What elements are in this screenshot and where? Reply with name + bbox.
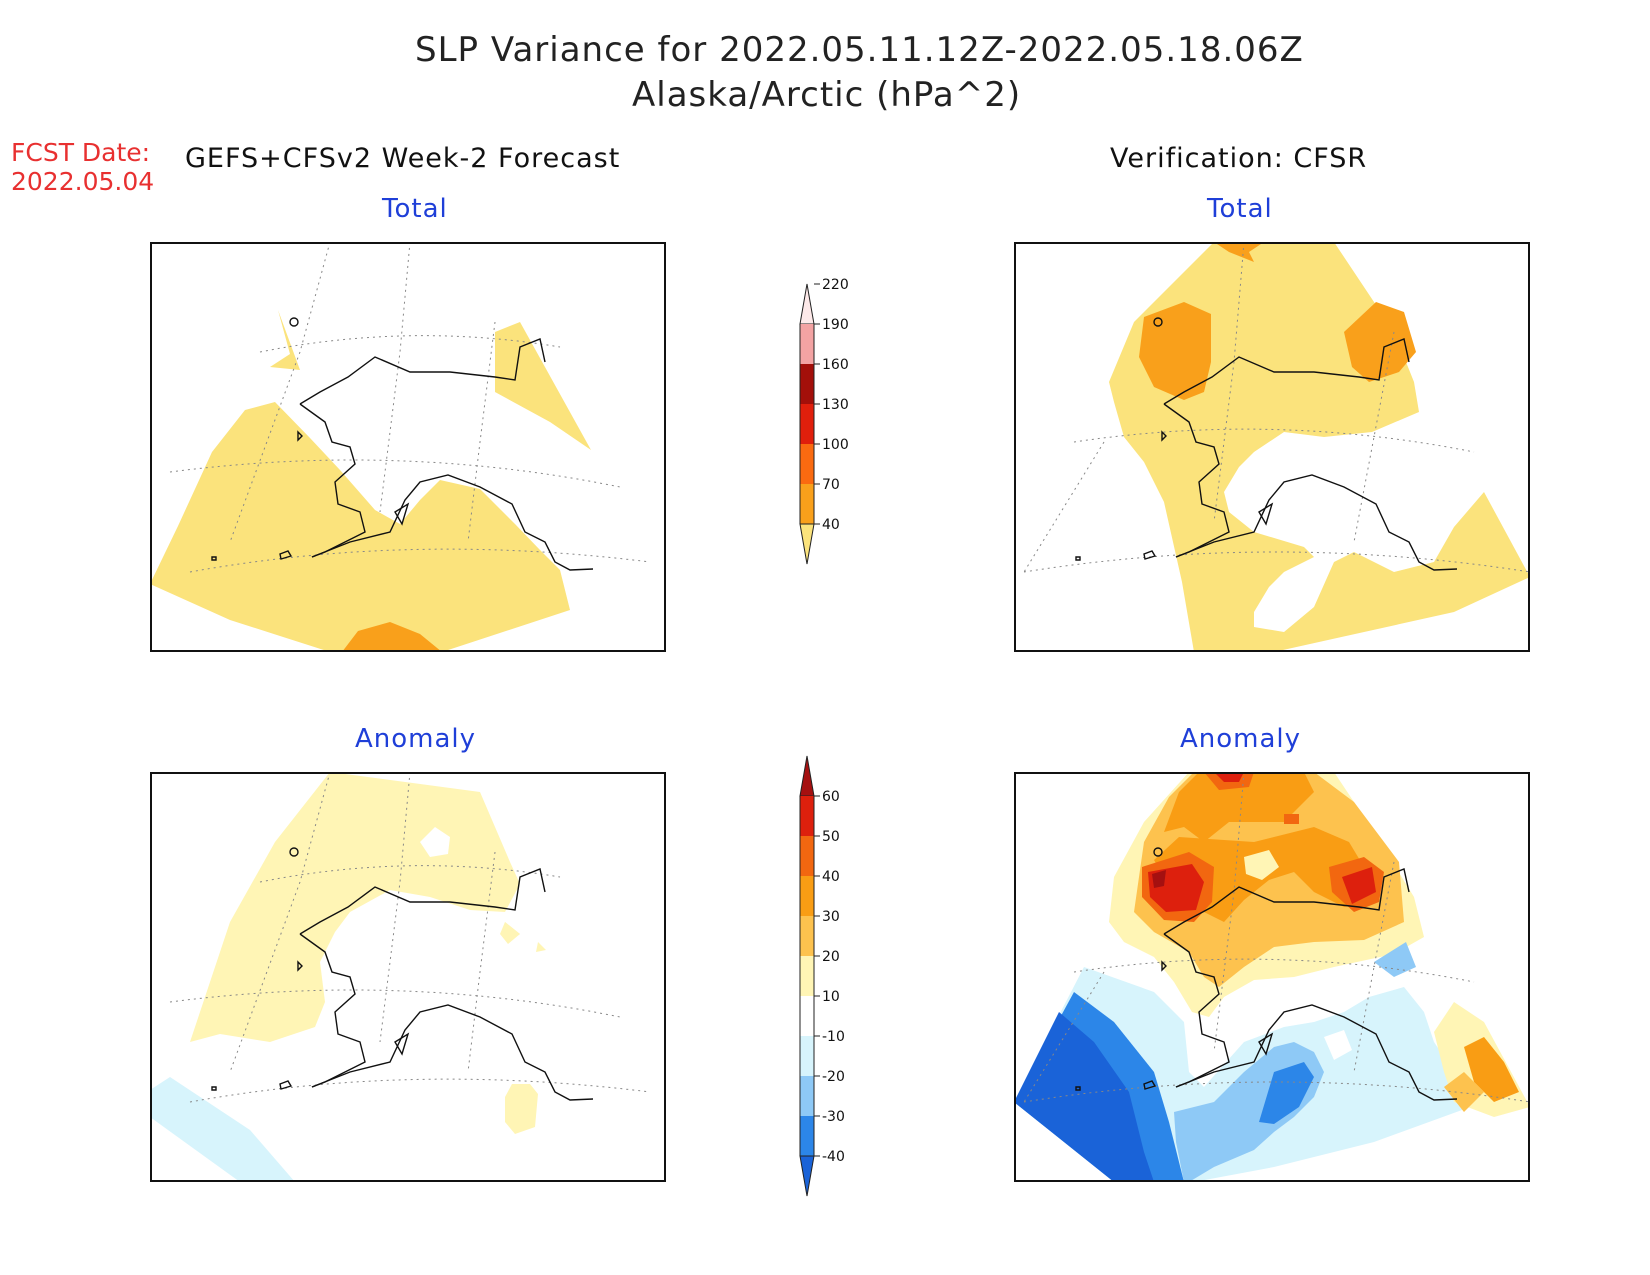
map-verification-anomaly: [1014, 772, 1530, 1182]
panel-title-forecast-total: Total: [382, 194, 448, 224]
colorbar-total-tick-label: 130: [822, 397, 849, 413]
figure-title: SLP Variance for 2022.05.11.12Z-2022.05.…: [415, 30, 1304, 70]
graticule: [169, 772, 651, 1103]
colorbar-anomaly-tick-label: -20: [822, 1069, 845, 1085]
colorbar-total-tick-label: 190: [822, 317, 849, 333]
colorbar-total-tick-label: 160: [822, 357, 849, 373]
colorbar-anomaly-top-triangle: [799, 755, 815, 797]
graticule: [169, 242, 651, 573]
coastlines: [211, 847, 594, 1101]
figure-subtitle: Alaska/Arctic (hPa^2): [632, 75, 1022, 115]
graticule: [1023, 242, 1530, 573]
colorbar-total-swatch: [800, 404, 814, 444]
colorbar-total-swatch: [800, 444, 814, 484]
colorbar-anomaly-tick-label: 10: [822, 989, 840, 1005]
colorbar-anomaly-swatch: [800, 996, 814, 1036]
colorbar-anomaly-swatch: [800, 1116, 814, 1156]
contour-fill: [1014, 772, 1530, 1182]
fcst-date-value: 2022.05.04: [11, 167, 155, 196]
map-forecast-anomaly: [150, 772, 666, 1182]
colorbar-anomaly-swatch: [800, 1036, 814, 1076]
colorbar-total-swatch: [800, 484, 814, 524]
colorbar-anomaly-tick-label: 50: [822, 829, 840, 845]
colorbar-anomaly-swatch: [800, 916, 814, 956]
colorbar-anomaly-tick-label: -10: [822, 1029, 845, 1045]
contour-fill: [150, 310, 591, 652]
colorbar-total-swatch: [800, 364, 814, 404]
colorbar-total-tick-label: 40: [822, 517, 840, 533]
panel-title-verification-anomaly: Anomaly: [1180, 724, 1302, 754]
colorbar-anomaly-tick-label: 60: [822, 789, 840, 805]
colorbar-anomaly-bottom-triangle: [799, 1155, 815, 1197]
colorbar-anomaly-swatch: [800, 956, 814, 996]
verification-heading: Verification: CFSR: [1110, 143, 1368, 174]
colorbar-total-swatch: [800, 324, 814, 364]
colorbar-total-tick-label: 70: [822, 477, 840, 493]
graticule: [1023, 772, 1530, 1103]
colorbar-total: 40 70 100 130 160 190 220: [799, 277, 849, 565]
colorbar-anomaly: -40 -30 -20 -10 10 20 30 40 50 60: [799, 755, 845, 1197]
colorbar-anomaly-tick-label: -40: [822, 1149, 845, 1165]
colorbar-anomaly-swatch: [800, 836, 814, 876]
fcst-date-label: FCST Date:: [11, 138, 151, 167]
colorbar-anomaly-tick-label: 40: [822, 869, 840, 885]
colorbar-total-tick-label: 220: [822, 277, 849, 293]
map-verification-total: [1014, 242, 1530, 652]
panel-title-forecast-anomaly: Anomaly: [355, 724, 477, 754]
colorbar-total-tick-label: 100: [822, 437, 849, 453]
coastlines: [211, 317, 594, 571]
colorbar-anomaly-tick-label: 20: [822, 949, 840, 965]
colorbar-anomaly-tick-label: -30: [822, 1109, 845, 1125]
colorbar-total-bottom-triangle: [799, 523, 815, 565]
contour-fill: [150, 772, 546, 1182]
coastlines: [1075, 847, 1458, 1101]
contour-fill: [1109, 242, 1530, 652]
colorbar-anomaly-swatch: [800, 876, 814, 916]
colorbar-anomaly-swatch: [800, 1076, 814, 1116]
coastlines: [1075, 317, 1458, 571]
colorbar-total-top-triangle: [799, 283, 815, 325]
colorbar-anomaly-tick-label: 30: [822, 909, 840, 925]
forecast-heading: GEFS+CFSv2 Week-2 Forecast: [185, 143, 621, 174]
colorbar-anomaly-swatch: [800, 796, 814, 836]
panel-title-verification-total: Total: [1207, 194, 1273, 224]
map-forecast-total: [150, 242, 666, 652]
